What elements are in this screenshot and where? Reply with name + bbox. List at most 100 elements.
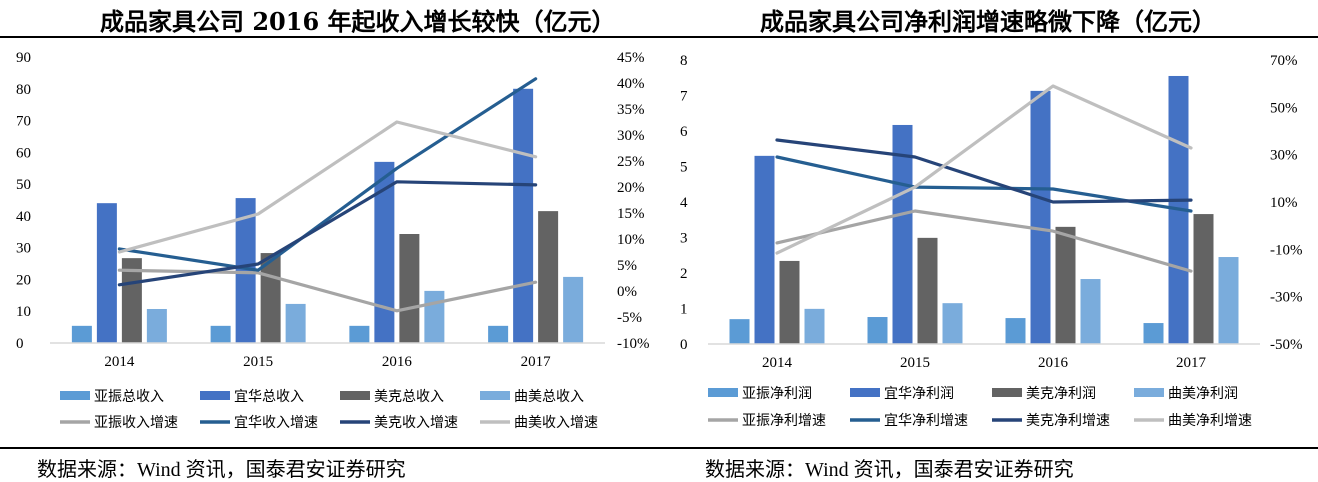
legend-label: 宜华净利增速 [884, 413, 968, 429]
legend-label: 亚振净利润 [742, 386, 812, 402]
line-series-0 [775, 209, 1193, 273]
right-axis-tick-label: 30% [1270, 148, 1298, 164]
bar-0-2016 [349, 325, 370, 343]
legend-label: 宜华总收入 [234, 389, 304, 405]
right-axis-tick-label: 5% [617, 258, 637, 274]
bar-3-2015 [942, 303, 963, 344]
left-axis-tick-label: 30 [16, 241, 31, 257]
x-axis-category-label: 2017 [521, 354, 552, 370]
left-axis-tick-label: 2 [680, 266, 688, 282]
left-axis-tick-label: 50 [16, 177, 31, 193]
left-chart-title: 成品家具公司 2016 年起收入增长较快（亿元） [100, 7, 616, 36]
legend-label: 亚振收入增速 [94, 415, 178, 431]
bar-3-2014 [146, 308, 167, 343]
left-axis-tick-label: 20 [16, 272, 31, 288]
legend-label: 美克收入增速 [374, 415, 458, 431]
bar-3-2017 [563, 276, 584, 343]
x-axis-category-label: 2014 [104, 354, 135, 370]
right-axis-tick-label: 0% [617, 284, 637, 300]
left-axis-tick-label: 70 [16, 114, 31, 130]
bar-2-2016 [1055, 226, 1076, 344]
right-axis-tick-label: -10% [617, 336, 650, 352]
legend-swatch-bar [1134, 388, 1164, 397]
right-axis-tick-label: -50% [1270, 337, 1303, 353]
title-divider [0, 36, 1318, 38]
legend-label: 宜华收入增速 [234, 415, 318, 431]
bar-2-2016 [399, 234, 420, 343]
revenue-chart: 0 10 20 30 40 50 60 70 80 90 -10% -5% 0% 5% 10% 15% 20% 2… [16, 50, 650, 431]
right-axis-tick-label: 15% [617, 206, 645, 222]
legend-swatch-bar [60, 391, 90, 400]
left-axis-tick-label: 4 [680, 195, 688, 211]
bar-0-2014 [71, 325, 92, 343]
bar-3-2017 [1218, 257, 1239, 344]
line-series-1 [117, 77, 538, 272]
line-series-3 [775, 84, 1193, 255]
legend-swatch-bar [340, 391, 370, 400]
left-axis-tick-label: 80 [16, 82, 31, 98]
x-axis-category-label: 2017 [1176, 355, 1207, 371]
left-axis-tick-label: 5 [680, 160, 688, 176]
right-axis-tick-label: 10% [617, 232, 645, 248]
bar-0-2015 [210, 325, 231, 343]
bar-3-2016 [424, 290, 445, 343]
right-axis-tick-label: 30% [617, 128, 645, 144]
bar-0-2014 [729, 319, 750, 344]
bar-1-2016 [1030, 90, 1051, 344]
line-series-3 [117, 120, 538, 254]
line-series-2 [117, 180, 538, 287]
legend-label: 曲美净利增速 [1168, 413, 1252, 429]
bar-1-2015 [892, 124, 913, 344]
left-axis-tick-label: 6 [680, 124, 688, 140]
left-data-source: 数据来源：Wind 资讯，国泰君安证券研究 [37, 459, 406, 481]
bar-2-2017 [1193, 214, 1214, 344]
legend-label: 曲美收入增速 [514, 415, 598, 431]
right-chart-title: 成品家具公司净利润增速略微下降（亿元） [760, 7, 1216, 36]
bar-2-2015 [917, 237, 938, 344]
left-axis-tick-label: 0 [680, 337, 688, 353]
bar-0-2017 [488, 325, 509, 343]
right-axis-tick-label: 25% [617, 154, 645, 170]
left-axis-tick-label: 90 [16, 50, 31, 66]
legend-swatch-bar [708, 388, 738, 397]
left-axis-tick-label: 0 [16, 336, 24, 352]
x-axis-category-label: 2015 [900, 355, 930, 371]
bar-2-2017 [538, 211, 559, 343]
legend-label: 美克总收入 [374, 389, 444, 405]
right-axis-tick-label: 45% [617, 50, 645, 66]
right-axis-tick-label: 50% [1270, 100, 1298, 116]
legend-label: 美克净利润 [1026, 386, 1096, 402]
right-axis-tick-label: 20% [617, 180, 645, 196]
right-axis-tick-label: 70% [1270, 53, 1298, 69]
bar-2-2014 [779, 260, 800, 344]
legend-swatch-bar [850, 388, 880, 397]
right-axis-tick-label: 10% [1270, 195, 1298, 211]
bar-1-2015 [235, 198, 256, 343]
left-axis-tick-label: 8 [680, 53, 688, 69]
line-series-0 [117, 268, 538, 313]
left-axis-tick-label: 1 [680, 302, 688, 318]
x-axis-category-label: 2016 [1038, 355, 1069, 371]
left-axis-tick-label: 7 [680, 89, 688, 105]
bar-3-2014 [804, 308, 825, 344]
legend-swatch-bar [200, 391, 230, 400]
right-axis-tick-label: -5% [617, 310, 642, 326]
legend-label: 美克净利增速 [1026, 413, 1110, 429]
right-axis-tick-label: -30% [1270, 290, 1303, 306]
bar-2-2014 [121, 258, 142, 343]
legend-label: 曲美净利润 [1168, 386, 1238, 402]
bar-3-2016 [1080, 279, 1101, 344]
bar-0-2016 [1005, 318, 1026, 344]
source-divider [0, 447, 1318, 449]
left-axis-tick-label: 3 [680, 231, 688, 247]
x-axis-category-label: 2016 [382, 354, 413, 370]
legend-label: 宜华净利润 [884, 386, 954, 402]
bar-0-2017 [1143, 323, 1164, 344]
left-axis-tick-label: 10 [16, 304, 31, 320]
x-axis-category-label: 2014 [762, 355, 793, 371]
legend-swatch-bar [480, 391, 510, 400]
right-axis-tick-label: 35% [617, 102, 645, 118]
bar-3-2015 [285, 303, 306, 343]
x-axis-category-label: 2015 [243, 354, 273, 370]
right-axis-tick-label: -10% [1270, 242, 1303, 258]
